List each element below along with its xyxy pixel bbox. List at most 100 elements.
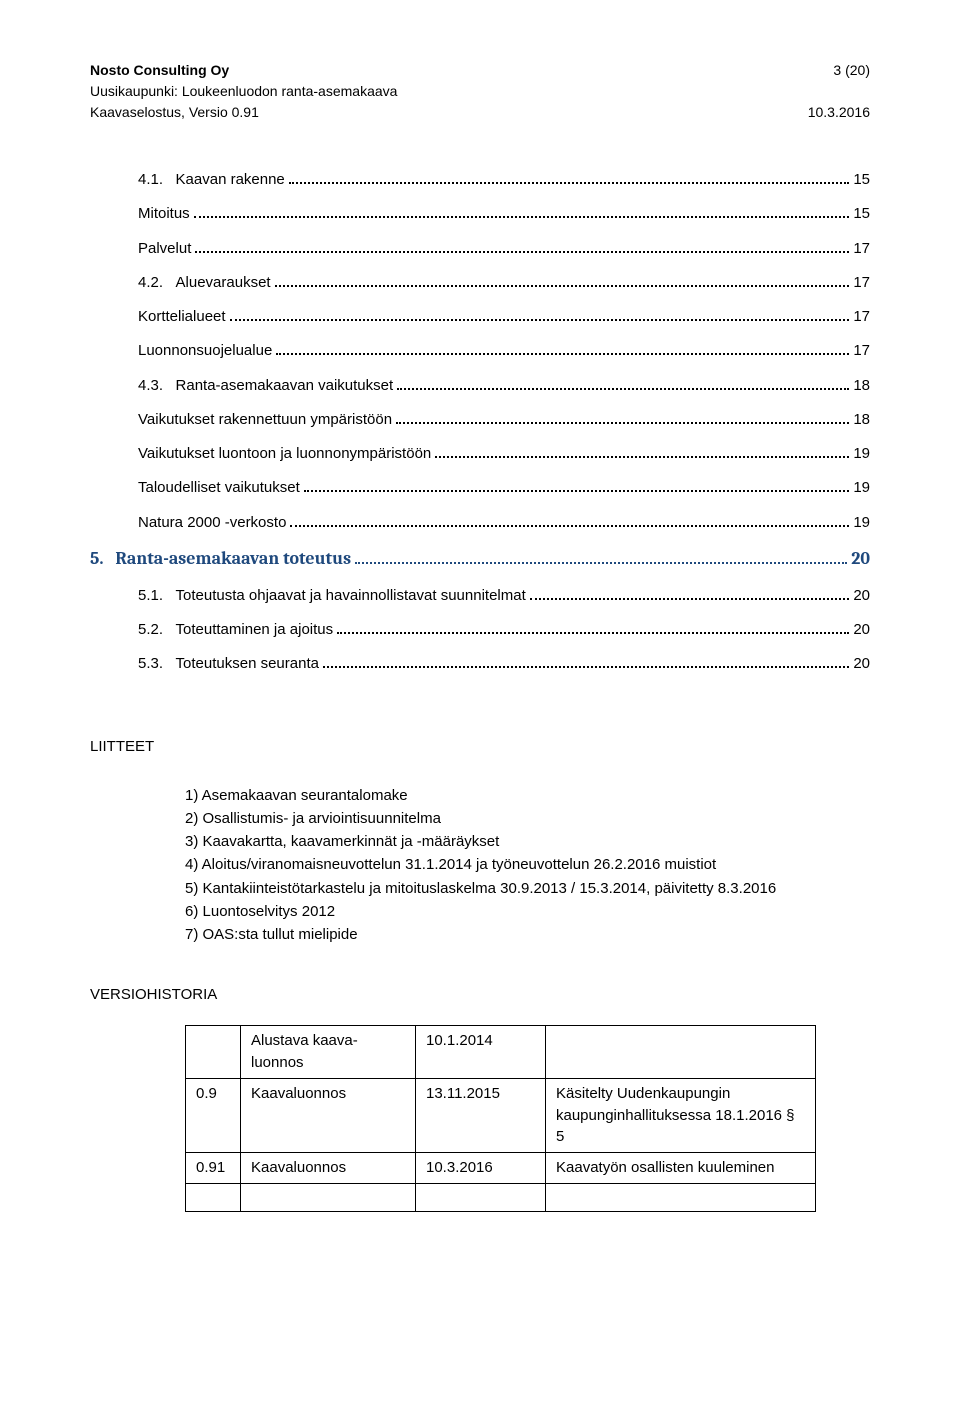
toc-label: Toteutuksen seuranta [176, 652, 319, 675]
table-cell: Käsitelty Uudenkaupungin kaupunginhallit… [546, 1078, 816, 1152]
toc-leader [230, 312, 850, 321]
toc-page-number: 15 [853, 202, 870, 225]
table-cell [241, 1183, 416, 1211]
toc-label: Ranta-asemakaavan vaikutukset [176, 374, 394, 397]
toc-number: 5.2. [138, 618, 176, 641]
liitteet-section: LIITTEET 1) Asemakaavan seurantalomake2)… [90, 735, 870, 946]
toc-leader [194, 209, 850, 218]
table-cell: 10.3.2016 [416, 1153, 546, 1184]
table-cell: Kaavatyön osallisten kuuleminen [546, 1153, 816, 1184]
toc-row: Taloudelliset vaikutukset 19 [90, 476, 870, 499]
toc-row: Luonnonsuojelualue 17 [90, 339, 870, 362]
toc-label: Natura 2000 -verkosto [138, 511, 286, 534]
toc-leader [530, 591, 850, 600]
toc-page-number: 20 [853, 618, 870, 641]
toc-page-number: 19 [853, 442, 870, 465]
toc-leader [289, 175, 850, 184]
toc-page-number: 20 [853, 584, 870, 607]
page-indicator: 3 (20) [808, 60, 870, 81]
toc-number: 5.3. [138, 652, 176, 675]
table-cell: 0.9 [186, 1078, 241, 1152]
table-row: 0.91Kaavaluonnos10.3.2016Kaavatyön osall… [186, 1153, 816, 1184]
toc-row: 5.2. Toteuttaminen ja ajoitus 20 [90, 618, 870, 641]
toc-number: 5.1. [138, 584, 176, 607]
table-cell [546, 1183, 816, 1211]
toc-label: Vaikutukset luontoon ja luonnonympäristö… [138, 442, 431, 465]
table-cell: 13.11.2015 [416, 1078, 546, 1152]
liitteet-item: 3) Kaavakartta, kaavamerkinnät ja -määrä… [185, 830, 870, 853]
toc-row: 5.1. Toteutusta ohjaavat ja havainnollis… [90, 584, 870, 607]
table-row: 0.9Kaavaluonnos13.11.2015Käsitelty Uuden… [186, 1078, 816, 1152]
liitteet-list: 1) Asemakaavan seurantalomake2) Osallist… [90, 784, 870, 947]
liitteet-item: 4) Aloitus/viranomaisneuvottelun 31.1.20… [185, 853, 870, 876]
versiohistoria-section: VERSIOHISTORIA Alustava kaava-luonnos10.… [90, 986, 870, 1212]
toc-leader [337, 625, 849, 634]
toc-label: Ranta-asemakaavan toteutus [115, 545, 351, 573]
toc-row: 4.3. Ranta-asemakaavan vaikutukset 18 [90, 374, 870, 397]
versiohistoria-title: VERSIOHISTORIA [90, 986, 870, 1003]
header-version-line: Kaavaselostus, Versio 0.91 [90, 102, 397, 123]
liitteet-item: 7) OAS:sta tullut mielipide [185, 923, 870, 946]
toc-row: Natura 2000 -verkosto 19 [90, 511, 870, 534]
table-cell [416, 1183, 546, 1211]
toc-number: 4.3. [138, 374, 176, 397]
liitteet-title: LIITTEET [90, 735, 870, 758]
toc-label: Palvelut [138, 237, 191, 260]
toc-page-number: 17 [853, 237, 870, 260]
page-header: Nosto Consulting Oy Uusikaupunki: Loukee… [90, 60, 870, 123]
table-cell: Kaavaluonnos [241, 1153, 416, 1184]
toc-page-number: 17 [853, 305, 870, 328]
toc-row: 5. Ranta-asemakaavan toteutus 20 [90, 545, 870, 573]
toc-row: Korttelialueet 17 [90, 305, 870, 328]
table-cell: Alustava kaava-luonnos [241, 1026, 416, 1079]
toc-label: Aluevaraukset [176, 271, 271, 294]
toc-label: Toteuttaminen ja ajoitus [176, 618, 334, 641]
toc-row: Mitoitus 15 [90, 202, 870, 225]
version-table: Alustava kaava-luonnos10.1.20140.9Kaaval… [185, 1025, 816, 1212]
toc-page-number: 18 [853, 408, 870, 431]
document-page: Nosto Consulting Oy Uusikaupunki: Loukee… [0, 0, 960, 1272]
liitteet-item: 2) Osallistumis- ja arviointisuunnitelma [185, 807, 870, 830]
liitteet-item: 6) Luontoselvitys 2012 [185, 900, 870, 923]
toc-leader [397, 381, 849, 390]
header-project-line: Uusikaupunki: Loukeenluodon ranta-asemak… [90, 81, 397, 102]
toc-row: Vaikutukset luontoon ja luonnonympäristö… [90, 442, 870, 465]
header-left: Nosto Consulting Oy Uusikaupunki: Loukee… [90, 60, 397, 123]
company-name: Nosto Consulting Oy [90, 60, 397, 81]
table-cell [186, 1183, 241, 1211]
toc-leader [276, 346, 849, 355]
toc-leader [290, 518, 849, 527]
table-row [186, 1183, 816, 1211]
toc-label: Korttelialueet [138, 305, 226, 328]
table-of-contents: 4.1. Kaavan rakenne 15 Mitoitus 15 Palvelu… [90, 168, 870, 675]
toc-row: 5.3. Toteutuksen seuranta 20 [90, 652, 870, 675]
toc-page-number: 20 [853, 652, 870, 675]
toc-label: Luonnonsuojelualue [138, 339, 272, 362]
toc-row: 4.1. Kaavan rakenne 15 [90, 168, 870, 191]
toc-label: Taloudelliset vaikutukset [138, 476, 300, 499]
table-cell: 0.91 [186, 1153, 241, 1184]
toc-row: Palvelut 17 [90, 237, 870, 260]
toc-page-number: 17 [853, 271, 870, 294]
toc-number: 4.2. [138, 271, 176, 294]
header-right: 3 (20) 10.3.2016 [808, 60, 870, 123]
table-cell [546, 1026, 816, 1079]
table-cell [186, 1026, 241, 1079]
toc-leader [355, 553, 847, 564]
liitteet-item: 5) Kantakiinteistötarkastelu ja mitoitus… [185, 877, 870, 900]
toc-label: Vaikutukset rakennettuun ympäristöön [138, 408, 392, 431]
toc-page-number: 19 [853, 476, 870, 499]
toc-label: Toteutusta ohjaavat ja havainnollistavat… [176, 584, 526, 607]
liitteet-item: 1) Asemakaavan seurantalomake [185, 784, 870, 807]
toc-page-number: 17 [853, 339, 870, 362]
toc-leader [435, 449, 849, 458]
toc-page-number: 18 [853, 374, 870, 397]
toc-leader [396, 415, 849, 424]
toc-leader [195, 244, 849, 253]
toc-page-number: 20 [851, 545, 870, 573]
table-row: Alustava kaava-luonnos10.1.2014 [186, 1026, 816, 1079]
toc-page-number: 15 [853, 168, 870, 191]
header-date: 10.3.2016 [808, 102, 870, 123]
toc-leader [304, 483, 850, 492]
toc-leader [275, 278, 850, 287]
